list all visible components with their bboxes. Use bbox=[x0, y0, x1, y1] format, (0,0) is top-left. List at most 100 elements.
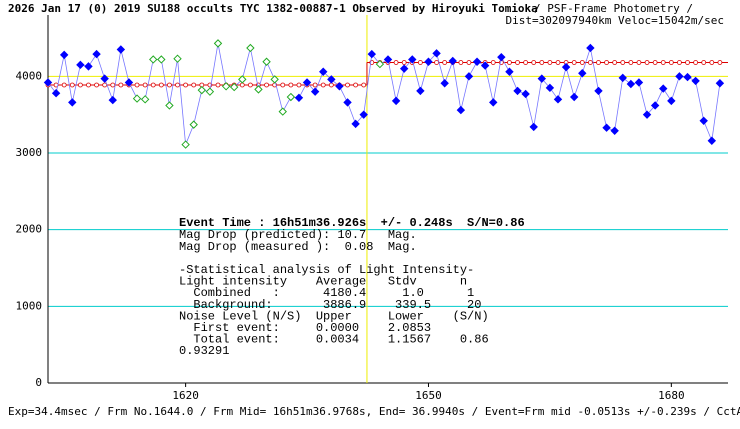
data-point bbox=[108, 95, 117, 105]
stats-line: Mag Drop (predicted): 10.7 Mag. bbox=[179, 228, 417, 242]
fit-point bbox=[628, 60, 634, 65]
series-line bbox=[47, 43, 721, 145]
fit-point bbox=[636, 60, 642, 65]
data-point bbox=[610, 126, 619, 135]
fit-point bbox=[685, 60, 690, 65]
fit-point bbox=[118, 82, 124, 88]
data-point bbox=[586, 43, 595, 53]
fit-point bbox=[693, 60, 699, 65]
data-point bbox=[480, 61, 490, 70]
data-point bbox=[116, 45, 126, 54]
fit-point bbox=[466, 60, 472, 65]
data-point bbox=[432, 49, 441, 58]
fit-point bbox=[507, 60, 512, 65]
data-point bbox=[602, 123, 611, 132]
data-point bbox=[408, 55, 417, 64]
stats-line: Combined : 4180.4 1.0 1 bbox=[179, 286, 474, 300]
data-point bbox=[505, 67, 514, 76]
data-point bbox=[399, 64, 409, 73]
stats-line: -Statistical analysis of Light Intensity… bbox=[179, 263, 474, 277]
stats-line: 0.93291 bbox=[179, 344, 229, 358]
data-point bbox=[229, 82, 239, 92]
stats-line: First event: 0.0000 2.0853 bbox=[179, 321, 431, 335]
fit-point bbox=[547, 60, 553, 65]
data-point bbox=[367, 49, 377, 59]
data-point bbox=[319, 67, 328, 76]
data-point bbox=[68, 98, 77, 107]
data-point bbox=[43, 78, 53, 87]
event-title: Event Time : 16h51m36.926s +/- 0.248s S/… bbox=[179, 216, 525, 230]
stats-line: Background: 3886.9 339.5 20 bbox=[179, 298, 481, 312]
data-point bbox=[278, 107, 287, 116]
fit-point bbox=[490, 60, 496, 65]
fit-point bbox=[247, 82, 253, 88]
fit-point bbox=[555, 60, 561, 65]
fit-point bbox=[296, 82, 302, 88]
fit-point bbox=[69, 82, 75, 88]
data-point bbox=[294, 93, 304, 103]
data-point bbox=[205, 87, 215, 96]
fit-point bbox=[612, 60, 618, 65]
data-point bbox=[238, 75, 247, 84]
fit-point bbox=[531, 60, 537, 65]
data-point bbox=[545, 83, 555, 93]
fit-point bbox=[94, 82, 99, 88]
data-point bbox=[659, 84, 668, 93]
data-point bbox=[472, 57, 482, 66]
data-point bbox=[383, 55, 393, 64]
data-point bbox=[124, 78, 134, 87]
fit-point bbox=[620, 60, 626, 65]
data-point bbox=[246, 43, 255, 53]
data-point bbox=[618, 73, 627, 83]
fit-point bbox=[183, 82, 189, 88]
data-point bbox=[76, 60, 85, 70]
fit-point bbox=[312, 82, 318, 88]
data-point bbox=[424, 57, 433, 66]
data-point bbox=[553, 95, 563, 104]
data-point bbox=[416, 86, 425, 96]
data-point bbox=[84, 62, 93, 71]
data-point bbox=[335, 82, 344, 91]
data-point bbox=[197, 85, 207, 95]
fit-point bbox=[677, 60, 682, 65]
fit-point bbox=[102, 82, 108, 88]
data-point bbox=[569, 92, 579, 102]
data-point bbox=[642, 110, 652, 119]
fit-point bbox=[604, 60, 609, 65]
fit-point bbox=[361, 82, 367, 88]
data-point bbox=[521, 89, 530, 99]
data-point bbox=[715, 79, 725, 88]
data-point bbox=[165, 101, 174, 110]
fit-point bbox=[701, 60, 707, 65]
fit-point bbox=[539, 60, 545, 65]
stats-line: Noise Level (N/S) Upper Lower (S/N) bbox=[179, 309, 489, 323]
data-point bbox=[351, 119, 360, 129]
chart-subtitle: / PSF-Frame Photometry / bbox=[534, 2, 693, 15]
fit-point bbox=[215, 82, 221, 88]
data-point bbox=[59, 50, 69, 60]
fit-point bbox=[264, 82, 269, 88]
fit-point bbox=[417, 60, 423, 65]
fit-point bbox=[668, 60, 674, 65]
data-point bbox=[650, 101, 660, 110]
data-point bbox=[683, 72, 692, 82]
fit-point bbox=[280, 82, 286, 88]
data-point bbox=[634, 78, 644, 87]
data-point bbox=[327, 75, 336, 84]
fit-point bbox=[571, 60, 577, 65]
fit-point bbox=[709, 60, 715, 65]
fit-point bbox=[652, 60, 658, 65]
data-point bbox=[100, 74, 109, 83]
fit-point bbox=[345, 82, 350, 88]
fit-point bbox=[175, 82, 180, 88]
data-point bbox=[513, 86, 522, 96]
fit-point bbox=[717, 60, 723, 65]
x-tick-label: 1680 bbox=[658, 389, 685, 402]
data-point bbox=[221, 82, 231, 91]
data-point bbox=[173, 54, 182, 63]
data-point bbox=[578, 69, 587, 78]
y-tick-label: 2000 bbox=[16, 223, 43, 236]
fit-point bbox=[142, 82, 148, 88]
stats-line: Light intensity Average Stdv n bbox=[179, 275, 467, 289]
